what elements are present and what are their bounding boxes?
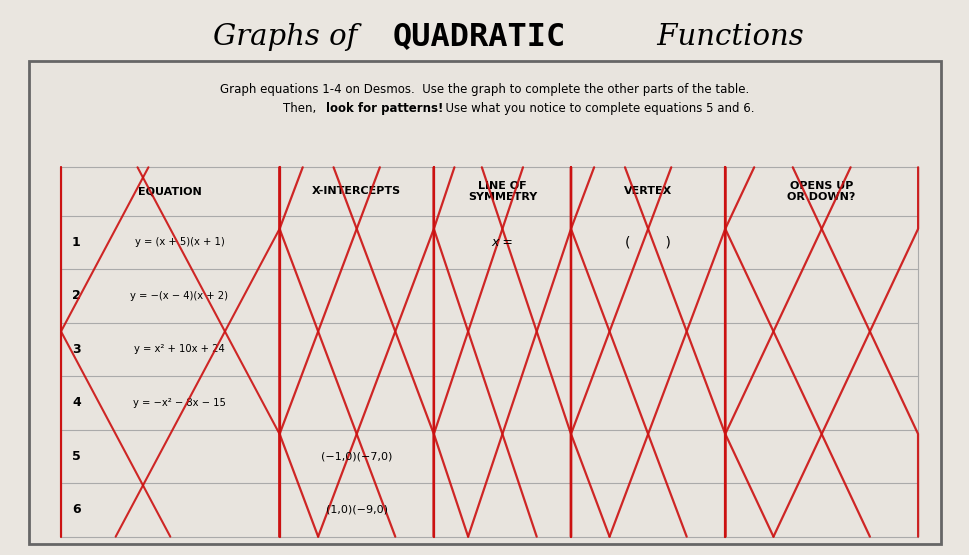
Text: 3: 3 bbox=[72, 343, 80, 356]
Text: VERTEX: VERTEX bbox=[623, 186, 672, 196]
Text: EQUATION: EQUATION bbox=[139, 186, 202, 196]
Text: y = −(x − 4)(x + 2): y = −(x − 4)(x + 2) bbox=[130, 291, 228, 301]
Text: OPENS UP
OR DOWN?: OPENS UP OR DOWN? bbox=[787, 180, 855, 202]
Bar bbox=[61, 269, 917, 322]
Bar bbox=[61, 167, 917, 215]
Text: 6: 6 bbox=[72, 503, 80, 516]
Text: (1,0)(−9,0): (1,0)(−9,0) bbox=[326, 505, 388, 515]
Text: look for patterns!: look for patterns! bbox=[326, 102, 443, 115]
Text: y = (x + 5)(x + 1): y = (x + 5)(x + 1) bbox=[135, 238, 224, 248]
Text: X-INTERCEPTS: X-INTERCEPTS bbox=[312, 186, 401, 196]
Text: Then,: Then, bbox=[282, 102, 319, 115]
Text: Use what you notice to complete equations 5 and 6.: Use what you notice to complete equation… bbox=[437, 102, 753, 115]
Bar bbox=[61, 483, 917, 537]
Text: 5: 5 bbox=[72, 450, 80, 463]
Text: x =: x = bbox=[491, 236, 513, 249]
Text: 1: 1 bbox=[72, 236, 80, 249]
Text: (        ): ( ) bbox=[625, 235, 671, 249]
Text: (−1,0)(−7,0): (−1,0)(−7,0) bbox=[321, 451, 392, 461]
Text: LINE OF
SYMMETRY: LINE OF SYMMETRY bbox=[467, 180, 537, 202]
Text: Functions: Functions bbox=[647, 23, 803, 51]
Text: QUADRATIC: QUADRATIC bbox=[392, 21, 566, 52]
Bar bbox=[61, 430, 917, 483]
Text: Graph equations 1-4 on Desmos.  Use the graph to complete the other parts of the: Graph equations 1-4 on Desmos. Use the g… bbox=[220, 83, 749, 96]
Text: 2: 2 bbox=[72, 289, 80, 302]
Bar bbox=[61, 215, 917, 269]
Text: Graphs of: Graphs of bbox=[213, 23, 366, 51]
Bar bbox=[61, 322, 917, 376]
Text: y = x² + 10x + 24: y = x² + 10x + 24 bbox=[134, 344, 225, 354]
Text: y = −x² − 8x − 15: y = −x² − 8x − 15 bbox=[133, 398, 226, 408]
Text: 4: 4 bbox=[72, 396, 80, 410]
Bar bbox=[61, 376, 917, 430]
